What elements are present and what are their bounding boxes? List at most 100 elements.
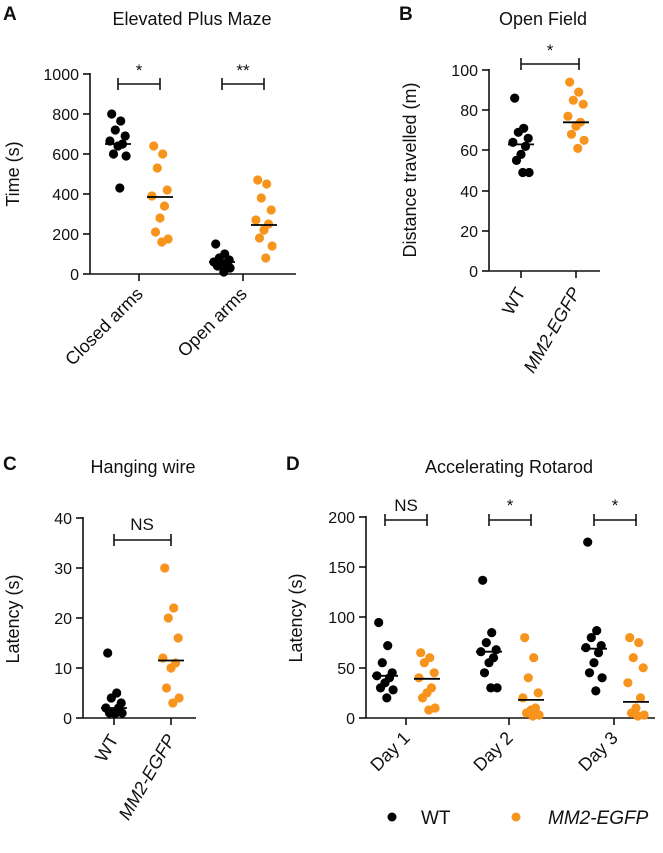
data-point-mm2-egfp — [565, 77, 575, 87]
panel-b: B Open Field Distance travelled (m) 0 20… — [399, 4, 600, 376]
data-point-mm2-egfp — [623, 678, 633, 688]
data-point-wt — [111, 708, 121, 718]
panel-a-title: Elevated Plus Maze — [112, 9, 271, 29]
legend-label-mm2-egfp: MM2-EGFP — [548, 808, 649, 829]
data-point-mm2-egfp — [158, 149, 168, 159]
panel-d-x-ticks — [405, 718, 615, 725]
data-point-wt — [581, 643, 591, 653]
data-point-wt — [510, 93, 520, 103]
data-point-mm2-egfp — [625, 633, 635, 643]
data-point-mm2-egfp — [163, 613, 173, 623]
panel-d-letter: D — [286, 454, 300, 475]
panel-d-x-category-label: Day 3 — [574, 728, 621, 775]
data-point-wt — [108, 149, 119, 159]
data-point-mm2-egfp — [568, 95, 578, 105]
panel-b-x-ticks — [520, 271, 577, 278]
data-point-wt — [382, 693, 392, 703]
data-point-mm2-egfp — [416, 648, 426, 658]
data-point-wt — [117, 708, 127, 718]
data-point-wt — [479, 668, 490, 678]
panel-d-y-tick-label: 100 — [328, 610, 355, 627]
data-point-mm2-egfp — [155, 213, 165, 223]
panel-d-y-tick-label: 0 — [346, 711, 355, 728]
panel-b-y-tick-label: 100 — [451, 63, 478, 80]
data-point-wt — [523, 133, 533, 143]
data-point-mm2-egfp — [574, 87, 584, 97]
panel-b-title: Open Field — [499, 9, 587, 29]
data-point-wt — [377, 658, 387, 668]
data-point-wt — [478, 575, 488, 585]
data-point-mm2-egfp — [169, 603, 179, 613]
data-point-wt — [110, 125, 120, 135]
panel-a-y-tick-label: 1000 — [43, 67, 79, 84]
panel-c-y-tick-label: 0 — [63, 711, 72, 728]
panel-b-y-tick-label: 60 — [460, 143, 478, 160]
panel-a: A Elevated Plus Maze Time (s) 0 200 400 … — [3, 4, 296, 369]
data-point-wt — [584, 668, 595, 678]
data-point-wt — [481, 638, 491, 648]
panel-c-y-tick-label: 20 — [54, 611, 72, 628]
data-point-mm2-egfp — [634, 638, 644, 648]
panel-a-y-axis-label: Time (s) — [3, 141, 23, 206]
panel-b-significance-label: * — [547, 41, 554, 60]
data-point-mm2-egfp — [635, 693, 646, 703]
legend-swatch-mm2-egfp — [511, 812, 521, 822]
panel-c-y-tick-label: 30 — [54, 561, 72, 578]
panel-c: C Hanging wire Latency (s) 0 10 20 30 40… — [3, 454, 196, 823]
data-point-mm2-egfp — [571, 121, 581, 131]
panel-d-title: Accelerating Rotarod — [425, 457, 593, 477]
panel-d-significance-bracket — [384, 514, 637, 526]
data-point-mm2-egfp — [579, 135, 589, 145]
panel-b-letter: B — [399, 4, 413, 25]
panel-d-significance-label: * — [507, 496, 514, 515]
panel-a-significance-label: * — [136, 61, 143, 80]
panel-d-y-tick-label: 200 — [328, 510, 355, 527]
panel-b-data-marks — [508, 77, 589, 178]
data-point-mm2-egfp — [253, 175, 263, 185]
panel-c-letter: C — [3, 454, 17, 475]
data-point-mm2-egfp — [160, 563, 170, 573]
data-point-mm2-egfp — [150, 227, 161, 237]
data-point-mm2-egfp — [429, 668, 439, 678]
data-point-wt — [524, 167, 534, 178]
data-point-wt — [212, 261, 223, 271]
data-point-mm2-egfp — [251, 215, 261, 225]
data-point-wt — [375, 683, 386, 693]
panel-b-significance-bracket — [520, 58, 580, 70]
data-point-wt — [508, 137, 518, 147]
panel-c-data-marks — [101, 563, 184, 718]
panel-a-y-tick-label: 400 — [52, 187, 79, 204]
panel-b-y-tick-label: 80 — [460, 103, 478, 120]
legend-label-wt: WT — [421, 808, 451, 829]
data-point-mm2-egfp — [261, 253, 271, 263]
panel-c-y-tick-label: 40 — [54, 511, 72, 528]
data-point-wt — [374, 617, 384, 628]
data-point-wt — [589, 658, 599, 668]
data-point-mm2-egfp — [149, 141, 159, 151]
data-point-mm2-egfp — [254, 233, 265, 243]
data-point-mm2-egfp — [256, 193, 266, 203]
panel-b-y-tick-label: 40 — [460, 184, 478, 201]
data-point-mm2-egfp — [523, 673, 533, 683]
legend: WT MM2-EGFP — [387, 808, 649, 829]
data-point-mm2-egfp — [528, 711, 538, 721]
data-point-mm2-egfp — [173, 633, 183, 643]
data-point-mm2-egfp — [633, 711, 643, 721]
data-point-mm2-egfp — [174, 693, 184, 703]
data-point-wt — [211, 239, 221, 249]
data-point-wt — [113, 141, 123, 151]
data-point-mm2-egfp — [147, 191, 157, 201]
panel-c-title: Hanging wire — [90, 457, 195, 477]
data-point-wt — [492, 683, 502, 693]
data-point-wt — [107, 109, 117, 119]
panel-c-y-ticks — [76, 517, 83, 719]
legend-swatch-wt — [387, 812, 397, 822]
data-point-mm2-egfp — [259, 225, 269, 235]
panel-d-data-marks — [372, 537, 649, 721]
data-point-wt — [592, 626, 602, 636]
data-point-wt — [106, 693, 116, 703]
data-point-wt — [593, 648, 604, 658]
data-point-mm2-egfp — [533, 688, 543, 698]
panel-b-y-tick-label: 0 — [469, 264, 478, 281]
panel-b-y-axis-label: Distance travelled (m) — [400, 82, 420, 257]
